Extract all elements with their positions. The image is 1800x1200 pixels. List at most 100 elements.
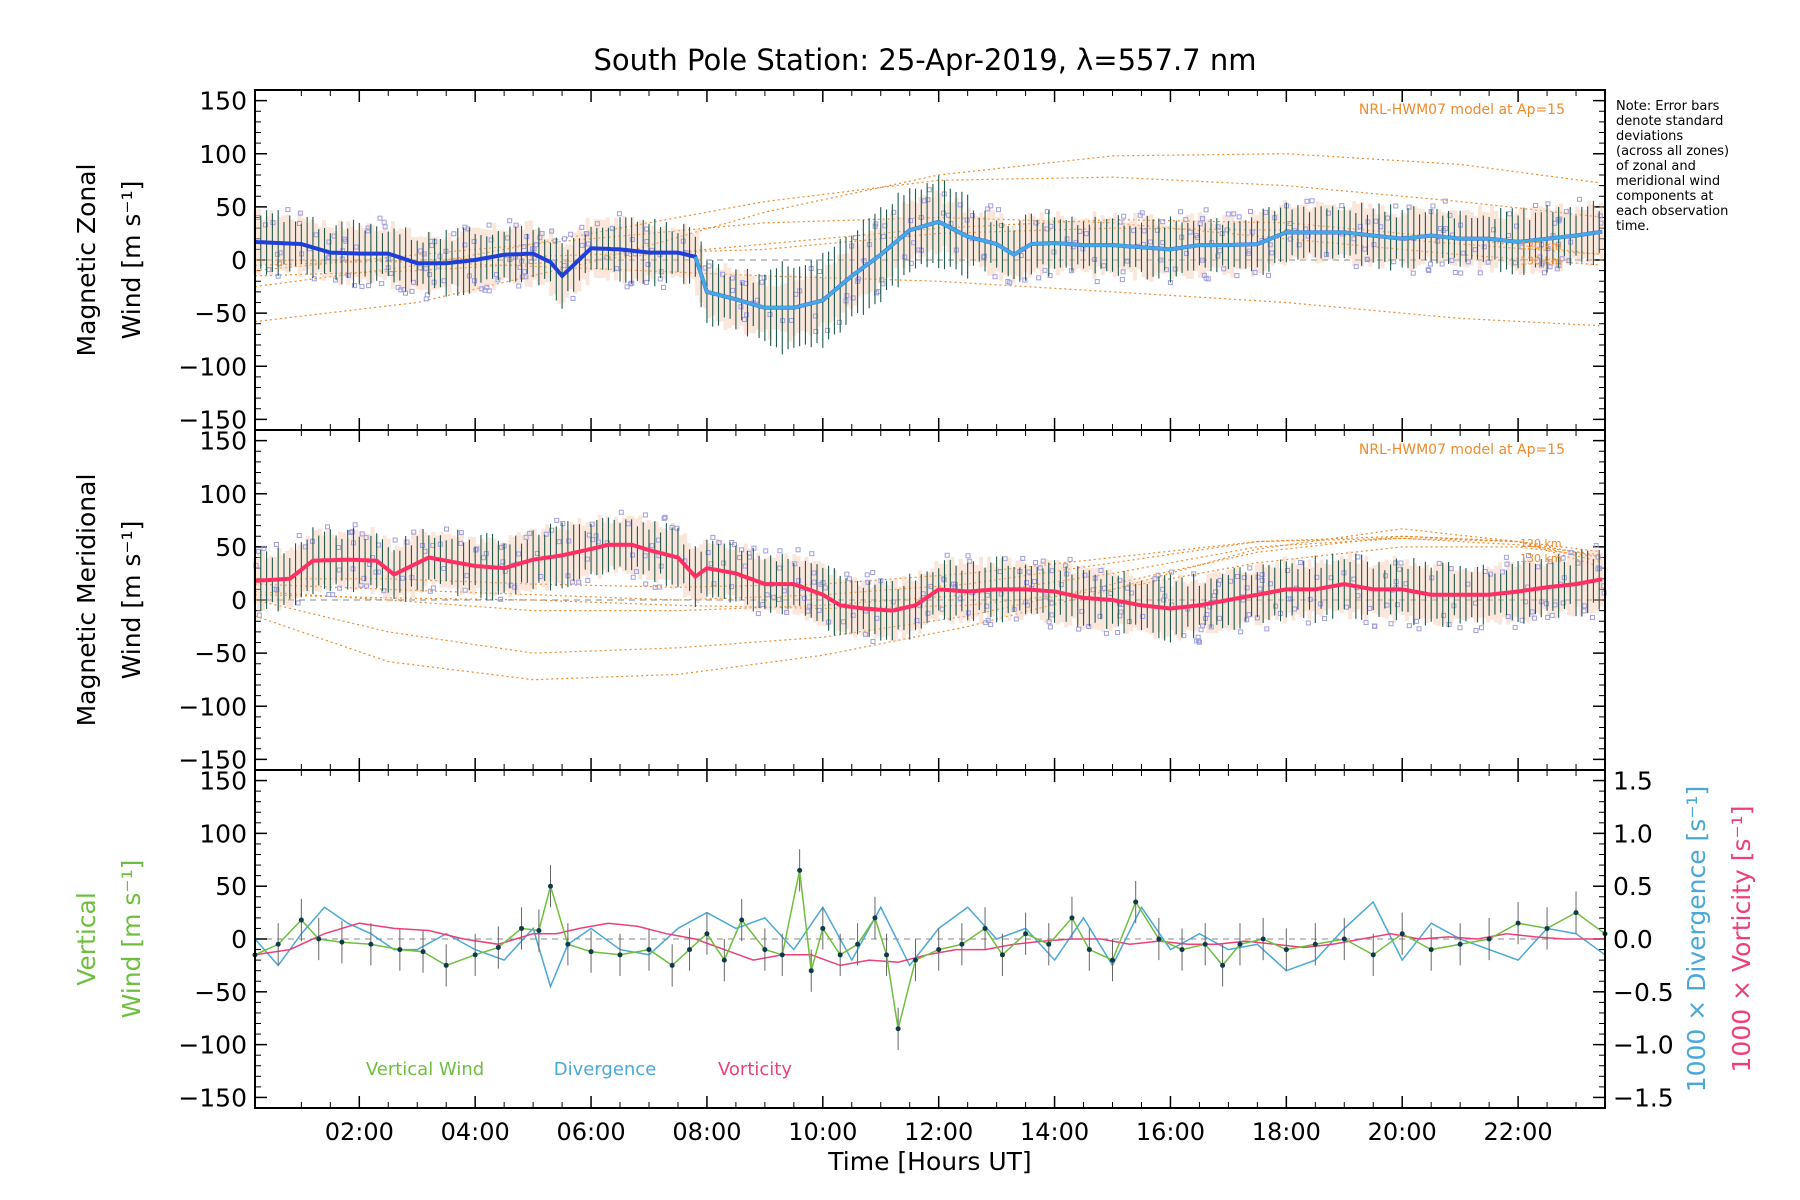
scatter-point bbox=[1507, 211, 1513, 217]
vertical-wind-point bbox=[565, 941, 571, 947]
scatter-point bbox=[661, 284, 667, 290]
scatter-point bbox=[1213, 589, 1219, 595]
scatter-point bbox=[674, 525, 680, 531]
x-tick-label: 04:00 bbox=[441, 1118, 510, 1146]
scatter-point bbox=[1217, 615, 1223, 621]
scatter-point bbox=[1531, 615, 1537, 621]
scatter-point bbox=[1201, 272, 1207, 278]
scatter-point bbox=[1255, 574, 1261, 580]
y-tick-label: 0 bbox=[231, 925, 247, 954]
scatter-point bbox=[458, 540, 464, 546]
scatter-point bbox=[1449, 257, 1455, 263]
scatter-point bbox=[864, 572, 870, 578]
y-tick-label: 50 bbox=[215, 872, 247, 901]
note-line: Note: Error bars bbox=[1616, 99, 1720, 114]
scatter-point bbox=[1355, 554, 1361, 560]
scatter-point bbox=[1309, 198, 1315, 204]
scatter-point bbox=[908, 218, 914, 224]
scatter-point bbox=[409, 288, 415, 294]
scatter-point bbox=[1199, 216, 1205, 222]
scatter-point bbox=[809, 551, 815, 557]
scatter-point bbox=[1442, 198, 1448, 204]
scatter-point bbox=[533, 242, 539, 248]
scatter-point bbox=[855, 276, 861, 282]
scatter-point bbox=[1147, 239, 1153, 245]
x-tick-label: 20:00 bbox=[1368, 1118, 1437, 1146]
scatter-point bbox=[430, 585, 436, 591]
vertical-wind-point bbox=[936, 947, 942, 953]
scatter-point bbox=[988, 203, 994, 209]
scatter-point bbox=[662, 514, 668, 520]
scatter-point bbox=[326, 239, 332, 245]
scatter-point bbox=[1064, 571, 1070, 577]
scatter-point bbox=[1593, 542, 1599, 548]
scatter-point bbox=[941, 576, 947, 582]
y2-tick-label: −1.5 bbox=[1613, 1083, 1674, 1112]
scatter-point bbox=[462, 587, 468, 593]
scatter-point bbox=[1525, 553, 1531, 559]
scatter-point bbox=[801, 595, 807, 601]
scatter-point bbox=[285, 207, 291, 213]
scatter-point bbox=[657, 584, 663, 590]
scatter-point bbox=[1458, 270, 1464, 276]
scatter-point bbox=[1031, 579, 1037, 585]
scatter-point bbox=[1024, 580, 1030, 586]
vertical-wind-point bbox=[316, 936, 322, 942]
scatter-point bbox=[1040, 558, 1046, 564]
scatter-point bbox=[902, 254, 908, 260]
scatter-point bbox=[1443, 226, 1449, 232]
scatter-point bbox=[594, 221, 600, 227]
scatter-point bbox=[1557, 216, 1563, 222]
scatter-point bbox=[948, 221, 954, 227]
scatter-point bbox=[1042, 267, 1048, 273]
scatter-point bbox=[1541, 270, 1547, 276]
scatter-point bbox=[570, 295, 576, 301]
scatter-point bbox=[870, 570, 876, 576]
scatter-point bbox=[1049, 600, 1055, 606]
scatter-point bbox=[523, 274, 529, 280]
scatter-point bbox=[1273, 603, 1279, 609]
scatter-point bbox=[364, 583, 370, 589]
mean-line bbox=[254, 542, 1603, 613]
scatter-point bbox=[1266, 272, 1272, 278]
scatter-point bbox=[1269, 250, 1275, 256]
scatter-point bbox=[554, 517, 560, 523]
vertical-wind-point bbox=[1341, 936, 1347, 942]
scatter-point bbox=[429, 242, 435, 248]
x-tick-label: 18:00 bbox=[1252, 1118, 1321, 1146]
scatter-point bbox=[751, 545, 757, 551]
x-tick-label: 14:00 bbox=[1020, 1118, 1089, 1146]
scatter-point bbox=[1013, 616, 1019, 622]
scatter-point bbox=[366, 283, 372, 289]
vertical-wind-point bbox=[1110, 957, 1116, 963]
vertical-wind-point bbox=[872, 915, 878, 921]
scatter-point bbox=[1416, 626, 1422, 632]
scatter-point bbox=[862, 631, 868, 637]
scatter-point bbox=[1547, 559, 1553, 565]
scatter-point bbox=[462, 224, 468, 230]
scatter-point bbox=[1154, 227, 1160, 233]
y-tick-label: 50 bbox=[215, 193, 247, 222]
y-tick-label: −150 bbox=[178, 745, 247, 774]
scatter-point bbox=[1215, 253, 1221, 259]
vertical-wind-point bbox=[1179, 947, 1185, 953]
scatter-point bbox=[261, 545, 267, 551]
scatter-point bbox=[1046, 619, 1052, 625]
y-tick-label: −50 bbox=[194, 299, 247, 328]
scatter-point bbox=[349, 529, 355, 535]
scatter-point bbox=[326, 254, 332, 260]
scatter-point bbox=[784, 609, 790, 615]
scatter-point bbox=[363, 535, 369, 541]
scatter-point bbox=[861, 258, 867, 264]
vertical-wind-point bbox=[895, 1026, 901, 1032]
scatter-point bbox=[451, 231, 457, 237]
scatter-point bbox=[296, 533, 302, 539]
vorticity-line bbox=[254, 922, 1605, 967]
note-line: deviations bbox=[1616, 129, 1683, 144]
x-tick-label: 08:00 bbox=[672, 1118, 741, 1146]
vertical-wind-point bbox=[1544, 925, 1550, 931]
scatter-point bbox=[1196, 639, 1202, 645]
model-curve bbox=[254, 535, 1600, 654]
y2-tick-label: −0.5 bbox=[1613, 978, 1674, 1007]
